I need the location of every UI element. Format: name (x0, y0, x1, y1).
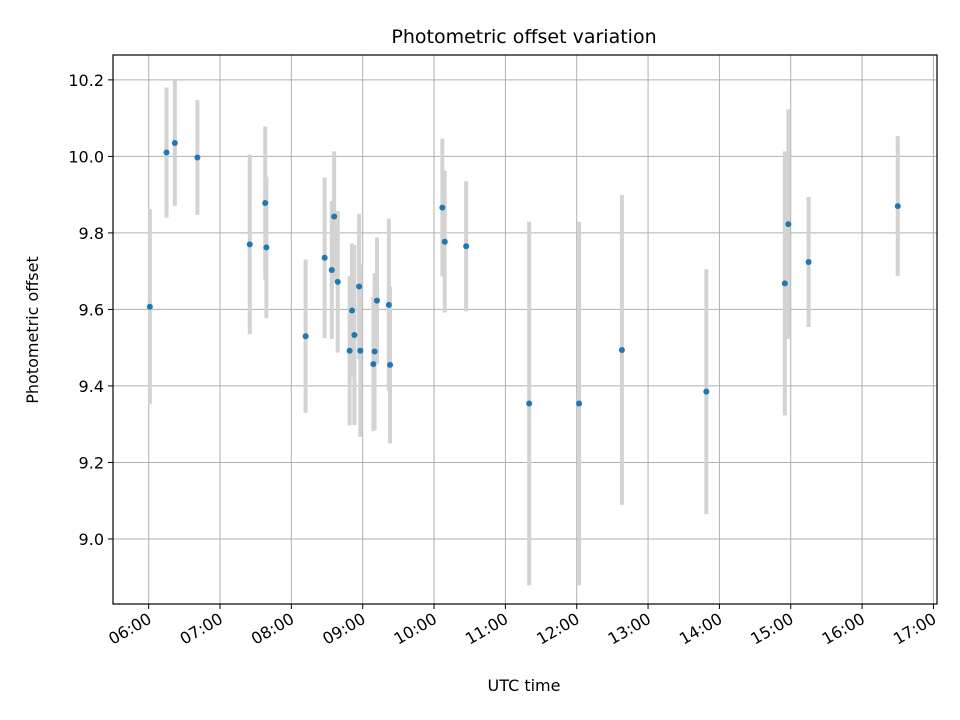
data-point (331, 213, 338, 220)
data-point (385, 301, 392, 308)
data-point (371, 348, 378, 355)
y-tick-label: 9.0 (79, 530, 104, 549)
data-point (302, 333, 309, 340)
data-point (441, 238, 448, 245)
grid (113, 55, 937, 604)
data-point (463, 243, 470, 250)
data-point (387, 361, 394, 368)
data-point (163, 149, 170, 156)
y-tick-label: 10.0 (68, 147, 104, 166)
data-point (321, 254, 328, 261)
data-point (262, 200, 269, 207)
y-tick-label: 9.6 (79, 300, 104, 319)
data-point (576, 400, 583, 407)
y-tick-label: 10.2 (68, 71, 104, 90)
data-point (781, 280, 788, 287)
data-point (351, 332, 358, 339)
y-tick-label: 9.4 (79, 377, 104, 396)
data-point (894, 203, 901, 210)
y-axis-label: Photometric offset (23, 256, 42, 404)
data-point (194, 154, 201, 161)
data-point (263, 244, 270, 251)
data-point (785, 221, 792, 228)
chart-title: Photometric offset variation (391, 26, 656, 48)
data-point (373, 297, 380, 304)
data-point (246, 241, 253, 248)
x-axis-label: UTC time (488, 676, 561, 695)
data-point (805, 258, 812, 265)
data-point (370, 361, 377, 368)
data-point (334, 278, 341, 285)
data-point (526, 400, 533, 407)
data-point (348, 307, 355, 314)
data-point (703, 388, 710, 395)
data-point (356, 283, 363, 290)
data-point (146, 303, 153, 310)
data-point (618, 346, 625, 353)
data-point (357, 347, 364, 354)
y-tick-label: 9.8 (79, 224, 104, 243)
data-point (171, 139, 178, 146)
data-points (146, 139, 901, 407)
y-tick-label: 9.2 (79, 453, 104, 472)
plot-frame (112, 54, 938, 605)
data-point (439, 204, 446, 211)
y-axis-ticks: 9.0 9.2 9.4 9.6 9.8 10.0 10.2 (68, 71, 113, 549)
data-point (328, 267, 335, 274)
data-point (346, 347, 353, 354)
